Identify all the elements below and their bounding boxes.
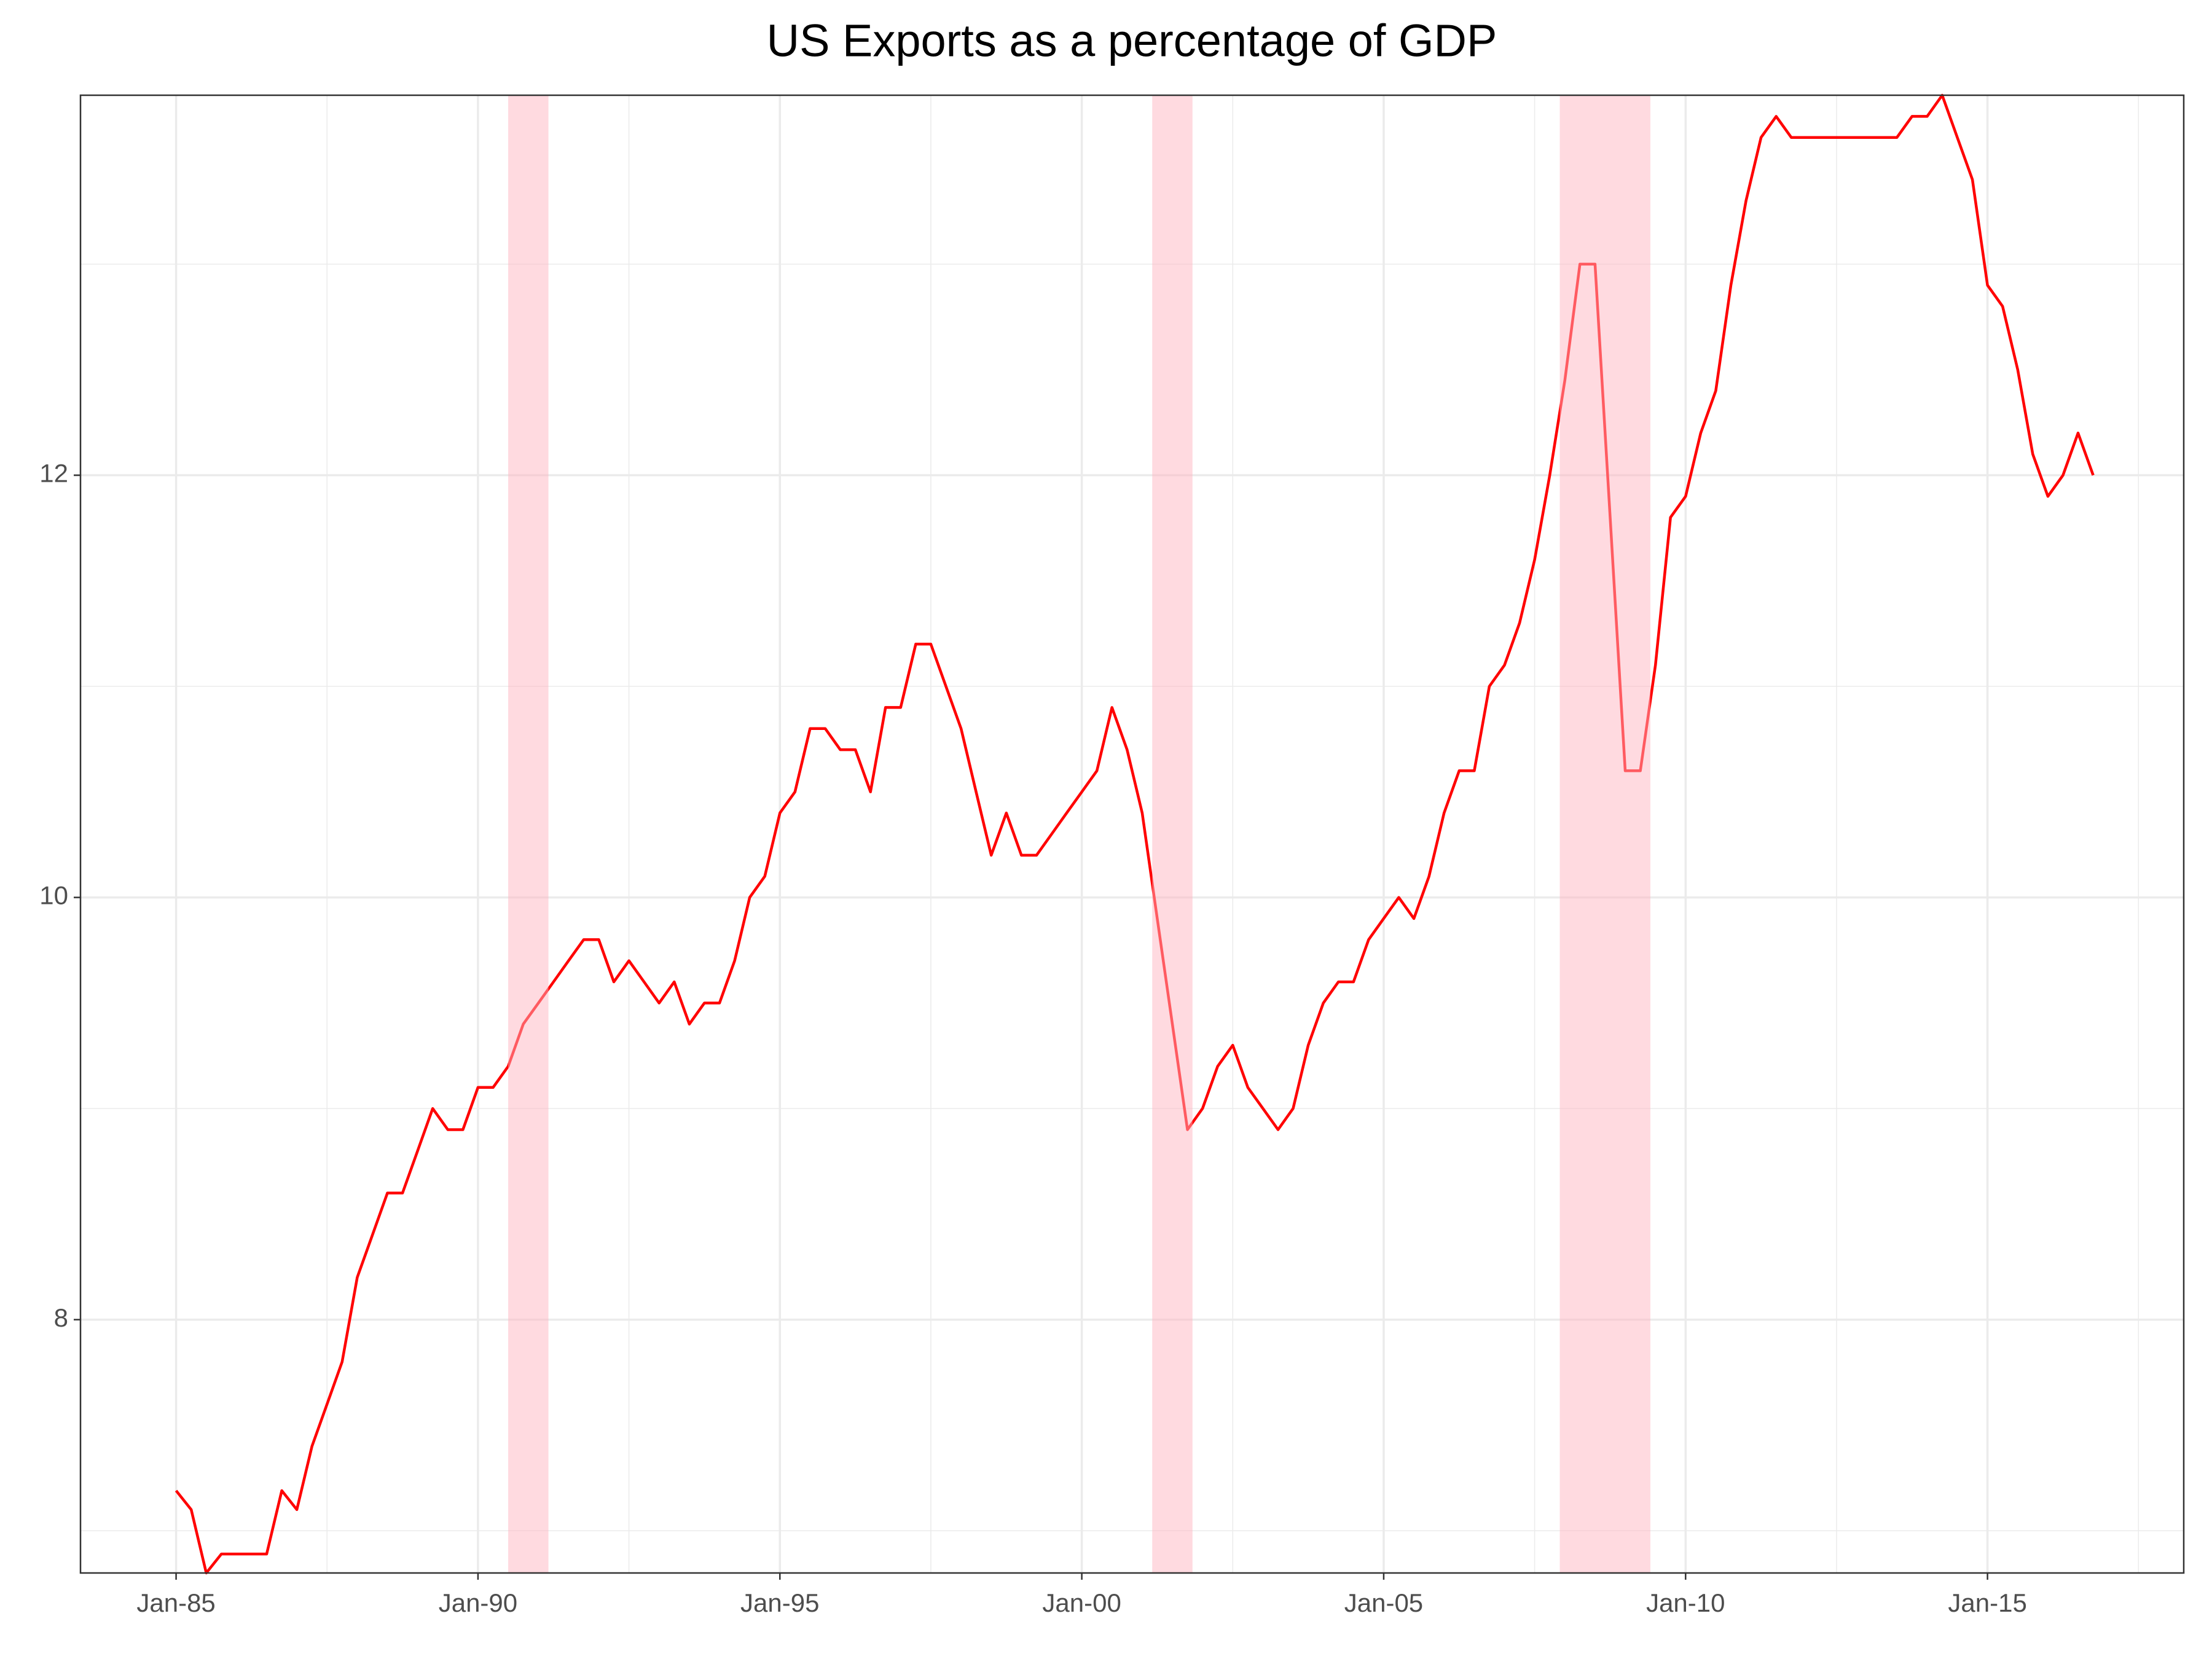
x-tick-label: Jan-15 <box>1948 1588 2026 1617</box>
y-tick-label: 8 <box>54 1303 68 1332</box>
x-tick-label: Jan-85 <box>136 1588 215 1617</box>
shaded-period <box>1152 95 1193 1573</box>
x-tick-label: Jan-10 <box>1646 1588 1725 1617</box>
shaded-period <box>508 95 549 1573</box>
x-tick-label: Jan-90 <box>439 1588 517 1617</box>
chart-title: US Exports as a percentage of GDP <box>767 15 1497 66</box>
shaded-period <box>1559 95 1650 1573</box>
panel-border <box>79 94 2185 1574</box>
x-tick-label: Jan-05 <box>1344 1588 1423 1617</box>
y-tick-label: 10 <box>39 881 68 910</box>
y-tick-label: 12 <box>39 459 68 488</box>
x-tick-label: Jan-00 <box>1042 1588 1121 1617</box>
data-line <box>175 93 2095 1575</box>
x-tick-label: Jan-95 <box>740 1588 819 1617</box>
